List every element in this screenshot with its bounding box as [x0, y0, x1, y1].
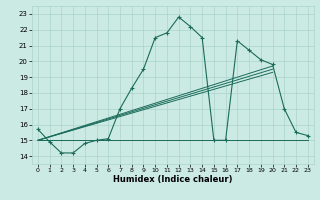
- X-axis label: Humidex (Indice chaleur): Humidex (Indice chaleur): [113, 175, 233, 184]
